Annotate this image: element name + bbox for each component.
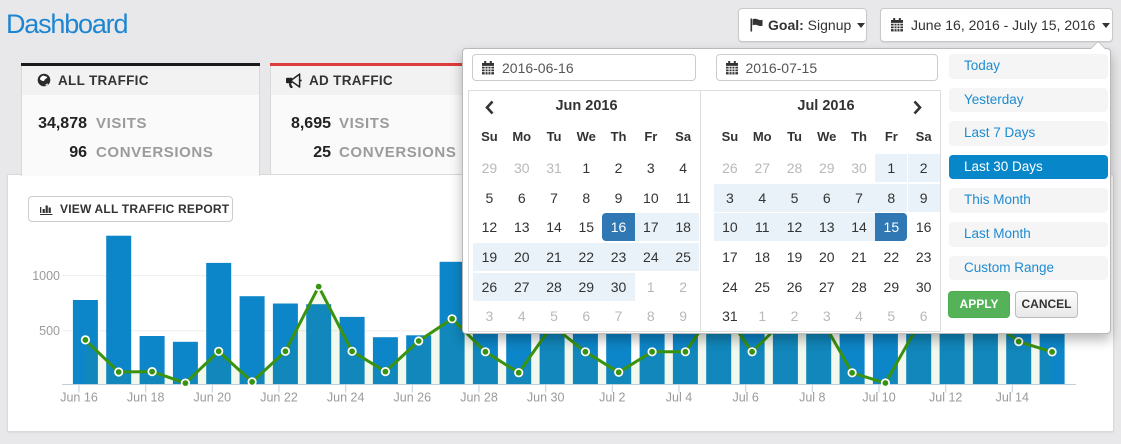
svg-text:Jul 6: Jul 6 (732, 391, 758, 405)
svg-text:Jul 4: Jul 4 (666, 391, 692, 405)
svg-text:Jul 8: Jul 8 (799, 391, 825, 405)
svg-text:Jun 24: Jun 24 (327, 391, 365, 405)
svg-text:Jul 14: Jul 14 (996, 391, 1029, 405)
svg-text:Jun 20: Jun 20 (194, 391, 232, 405)
svg-text:1000: 1000 (32, 269, 60, 283)
svg-text:Jun 26: Jun 26 (394, 391, 432, 405)
svg-text:Jun 22: Jun 22 (260, 391, 298, 405)
svg-text:Jul 2: Jul 2 (599, 391, 625, 405)
svg-text:Jul 12: Jul 12 (929, 391, 962, 405)
svg-text:Jul 10: Jul 10 (862, 391, 895, 405)
svg-text:Jun 30: Jun 30 (527, 391, 565, 405)
svg-text:500: 500 (39, 324, 60, 338)
svg-text:Jun 18: Jun 18 (127, 391, 165, 405)
svg-text:Jun 16: Jun 16 (60, 391, 98, 405)
svg-text:Jun 28: Jun 28 (460, 391, 498, 405)
